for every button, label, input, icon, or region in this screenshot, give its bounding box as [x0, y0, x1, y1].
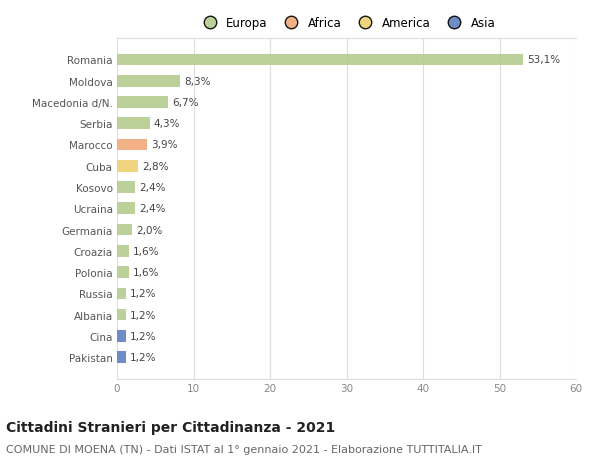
- Bar: [117, 288, 126, 300]
- Text: 2,0%: 2,0%: [136, 225, 163, 235]
- Text: Cittadini Stranieri per Cittadinanza - 2021: Cittadini Stranieri per Cittadinanza - 2…: [6, 420, 335, 434]
- Bar: [117, 76, 181, 87]
- Bar: [117, 224, 133, 236]
- Text: 2,8%: 2,8%: [142, 162, 169, 171]
- Text: 4,3%: 4,3%: [154, 119, 180, 129]
- Bar: [117, 246, 129, 257]
- Text: 2,4%: 2,4%: [139, 183, 166, 193]
- Bar: [117, 140, 147, 151]
- Text: 8,3%: 8,3%: [184, 77, 211, 86]
- Text: 2,4%: 2,4%: [139, 204, 166, 214]
- Bar: [117, 352, 126, 363]
- Bar: [117, 161, 139, 172]
- Bar: [117, 182, 136, 193]
- Text: 1,6%: 1,6%: [133, 268, 160, 278]
- Text: 53,1%: 53,1%: [527, 55, 560, 65]
- Text: 6,7%: 6,7%: [172, 98, 199, 108]
- Text: 1,6%: 1,6%: [133, 246, 160, 256]
- Bar: [117, 55, 523, 66]
- Text: 3,9%: 3,9%: [151, 140, 177, 150]
- Text: 1,2%: 1,2%: [130, 289, 157, 299]
- Legend: Europa, Africa, America, Asia: Europa, Africa, America, Asia: [198, 17, 495, 30]
- Bar: [117, 309, 126, 321]
- Bar: [117, 267, 129, 278]
- Bar: [117, 330, 126, 342]
- Text: 1,2%: 1,2%: [130, 331, 157, 341]
- Text: 1,2%: 1,2%: [130, 353, 157, 363]
- Bar: [117, 97, 168, 109]
- Text: 1,2%: 1,2%: [130, 310, 157, 320]
- Text: COMUNE DI MOENA (TN) - Dati ISTAT al 1° gennaio 2021 - Elaborazione TUTTITALIA.I: COMUNE DI MOENA (TN) - Dati ISTAT al 1° …: [6, 444, 482, 454]
- Bar: [117, 203, 136, 215]
- Bar: [117, 118, 150, 130]
